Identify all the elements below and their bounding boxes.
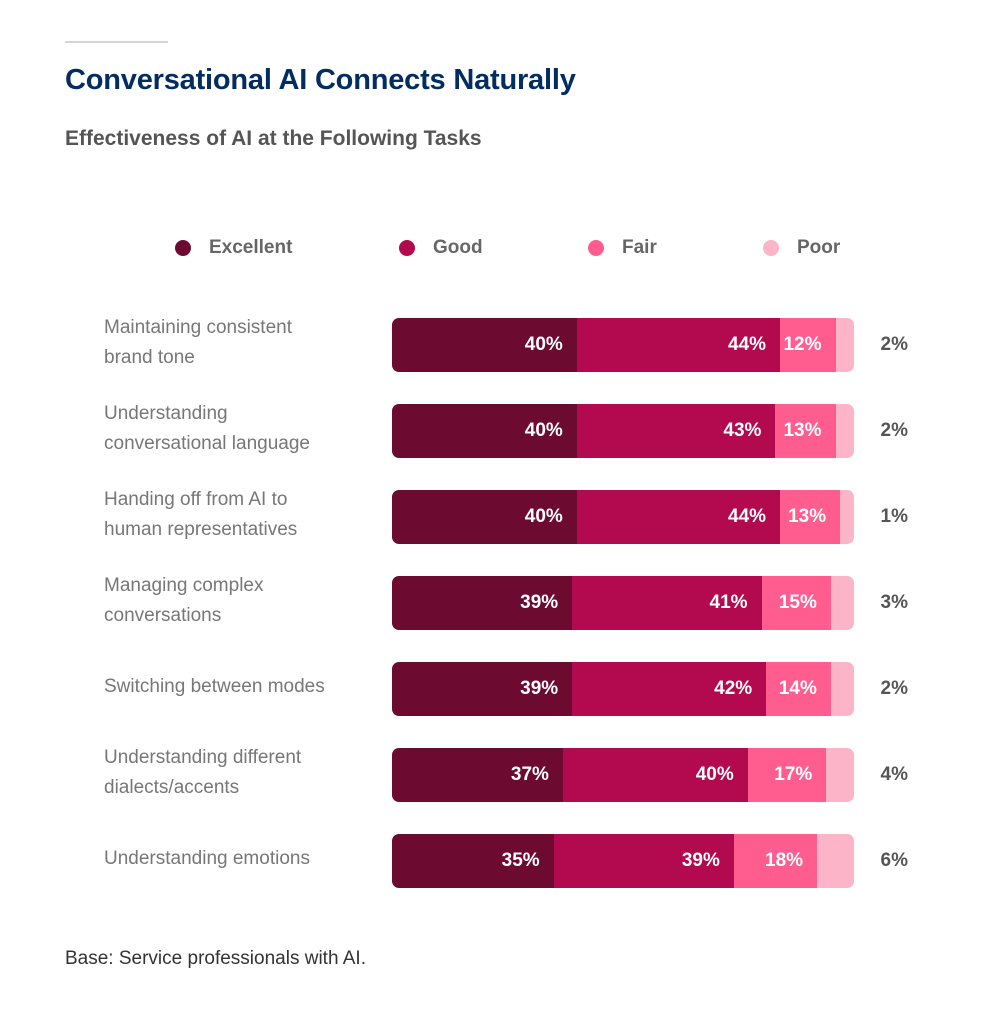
data-label-fair: 18%: [765, 850, 804, 871]
stacked-bar: 37% 40% 17%: [392, 748, 854, 802]
stacked-bar: 40% 43% 13%: [392, 404, 854, 458]
legend-dot-excellent: [175, 240, 191, 256]
bar-segment-excellent: [392, 834, 554, 888]
category-label: Maintaining consistent brand tone: [104, 313, 384, 373]
stacked-bar: 35% 39% 18%: [392, 834, 854, 888]
category-label-line: Understanding emotions: [104, 848, 310, 869]
data-label-good: 43%: [723, 420, 762, 441]
category-label-line: Understanding different: [104, 747, 302, 768]
category-label-line: human representatives: [104, 519, 298, 540]
bar-segment-excellent: [392, 576, 573, 630]
data-label-good: 41%: [709, 592, 748, 613]
bar-segment-good: [572, 576, 762, 630]
legend-item-good: Good: [399, 236, 483, 260]
data-label-poor: 3%: [880, 592, 908, 613]
data-label-fair: 12%: [783, 334, 822, 355]
data-label-excellent: 39%: [520, 678, 559, 699]
legend-dot-fair: [588, 240, 604, 256]
bar-segment-poor: [835, 404, 854, 458]
data-label-fair: 14%: [778, 678, 817, 699]
bar-segment-good: [576, 318, 781, 372]
category-label-line: Switching between modes: [104, 676, 325, 697]
category-label-line: dialects/accents: [104, 777, 240, 798]
stacked-bar: 40% 44% 13%: [392, 490, 854, 544]
data-label-fair: 13%: [783, 420, 822, 441]
data-label-good: 42%: [714, 678, 753, 699]
legend-item-excellent: Excellent: [175, 236, 292, 260]
bar-segment-fair: [780, 318, 836, 372]
data-label-excellent: 35%: [501, 850, 540, 871]
data-label-good: 40%: [695, 764, 734, 785]
data-label-excellent: 40%: [524, 420, 563, 441]
bar-segment-good: [576, 490, 781, 544]
category-label: Understanding emotions: [104, 844, 384, 874]
bar-segment-poor: [817, 834, 854, 888]
legend-dot-poor: [763, 240, 779, 256]
legend-item-poor: Poor: [763, 236, 840, 260]
data-label-fair: 13%: [788, 506, 827, 527]
bar-segment-fair: [775, 404, 836, 458]
data-label-fair: 15%: [778, 592, 817, 613]
data-label-good: 39%: [681, 850, 720, 871]
data-label-poor: 2%: [880, 420, 908, 441]
chart-subtitle: Effectiveness of AI at the Following Tas…: [65, 127, 482, 150]
data-label-poor: 2%: [880, 678, 908, 699]
stacked-bar: 40% 44% 12%: [392, 318, 854, 372]
bar-segment-excellent: [392, 748, 563, 802]
bar-segment-fair: [766, 662, 831, 716]
bar-segment-excellent: [392, 662, 573, 716]
bar-segment-poor: [840, 490, 854, 544]
bar-segment-fair: [780, 490, 841, 544]
legend-label: Poor: [797, 237, 841, 258]
category-label-line: Understanding: [104, 403, 228, 424]
stacked-bar: 39% 42% 14%: [392, 662, 854, 716]
bar-segment-excellent: [392, 490, 577, 544]
legend-label: Excellent: [209, 237, 293, 258]
category-label: Understanding conversational language: [104, 399, 384, 459]
data-label-excellent: 37%: [510, 764, 549, 785]
category-label: Understanding different dialects/accents: [104, 743, 384, 803]
data-label-excellent: 40%: [524, 334, 563, 355]
legend-label: Good: [433, 237, 483, 258]
bar-segment-good: [553, 834, 734, 888]
bar-segment-good: [572, 662, 767, 716]
category-label-line: conversational language: [104, 433, 310, 454]
data-label-poor: 4%: [880, 764, 908, 785]
chart-title: Conversational AI Connects Naturally: [65, 64, 576, 96]
stacked-bar: 39% 41% 15%: [392, 576, 854, 630]
data-label-good: 44%: [728, 334, 767, 355]
data-label-poor: 1%: [880, 506, 908, 527]
legend-label: Fair: [622, 237, 657, 258]
bar-segment-poor: [830, 576, 854, 630]
category-label: Handing off from AI to human representati…: [104, 485, 384, 545]
data-label-poor: 6%: [880, 850, 908, 871]
bar-segment-fair: [733, 834, 818, 888]
bar-segment-poor: [835, 318, 854, 372]
footnote: Base: Service professionals with AI.: [65, 948, 366, 969]
category-label-line: Managing complex: [104, 575, 264, 596]
legend-dot-good: [399, 240, 415, 256]
bar-segment-fair: [747, 748, 827, 802]
bar-segment-good: [576, 404, 776, 458]
data-label-poor: 2%: [880, 334, 908, 355]
category-label: Managing complex conversations: [104, 571, 384, 631]
data-label-excellent: 39%: [520, 592, 559, 613]
data-label-good: 44%: [728, 506, 767, 527]
data-label-fair: 17%: [774, 764, 813, 785]
category-label: Switching between modes: [104, 672, 384, 702]
top-divider: [65, 41, 168, 43]
bar-segment-poor: [830, 662, 854, 716]
bar-segment-fair: [761, 576, 831, 630]
bar-segment-excellent: [392, 404, 577, 458]
legend-item-fair: Fair: [588, 236, 657, 260]
category-label-line: conversations: [104, 605, 222, 626]
bar-segment-poor: [826, 748, 854, 802]
bar-segment-good: [562, 748, 748, 802]
category-label-line: brand tone: [104, 347, 195, 368]
category-label-line: Maintaining consistent: [104, 317, 292, 338]
category-label-line: Handing off from AI to: [104, 489, 288, 510]
data-label-excellent: 40%: [524, 506, 563, 527]
bar-segment-excellent: [392, 318, 577, 372]
